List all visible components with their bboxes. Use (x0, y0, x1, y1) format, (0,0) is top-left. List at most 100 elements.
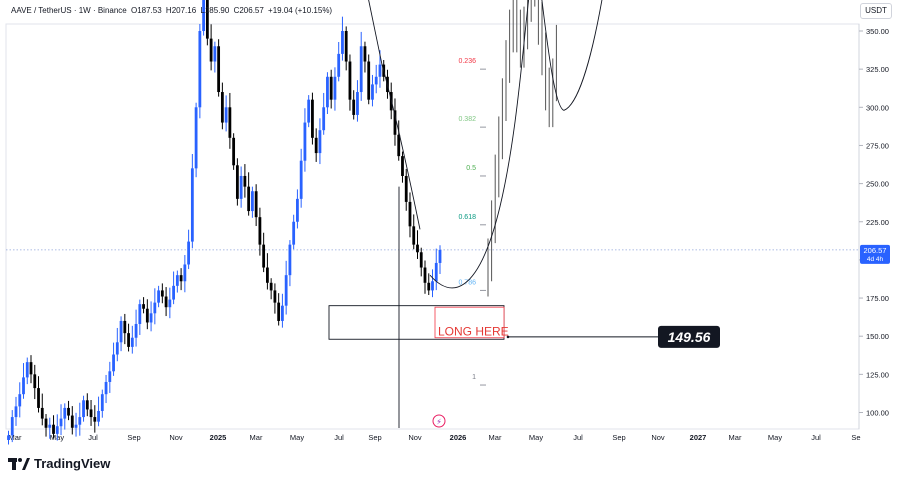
candle-body (183, 264, 187, 282)
candle-body (258, 217, 262, 245)
y-tick-label: 100.00 (866, 409, 889, 418)
candle-body (149, 313, 153, 323)
candle-body (97, 410, 100, 422)
candle-body (363, 46, 367, 62)
candle-body (311, 99, 314, 138)
candle-body (175, 275, 179, 286)
candle-body (55, 426, 59, 434)
x-tick-label: Mar (9, 433, 22, 442)
currency-button[interactable]: USDT (860, 3, 892, 19)
candle-body (374, 76, 378, 85)
candle-body (63, 407, 67, 419)
x-tick-label: May (768, 433, 782, 442)
bar-countdown: 4d 4h (867, 256, 884, 263)
candle-body (22, 377, 25, 395)
candle-body (431, 281, 434, 291)
x-tick-label: Nov (169, 433, 183, 442)
candle-body (209, 38, 213, 62)
candle-body (299, 160, 303, 199)
candle-body (356, 92, 359, 115)
candle-body (157, 290, 160, 303)
candle-body (412, 226, 416, 245)
x-tick-label: Nov (651, 433, 665, 442)
long-here-label: LONG HERE (438, 324, 509, 338)
fib-level-label: 0.236 (458, 58, 476, 65)
candle-body (438, 249, 442, 263)
candle-body (243, 175, 247, 187)
x-tick-label: May (290, 433, 304, 442)
candle-body (202, 0, 206, 31)
x-tick-label: Sep (127, 433, 140, 442)
candle-body (78, 417, 82, 425)
candle-body (67, 407, 70, 416)
candle-body (329, 76, 333, 100)
candle-body (307, 99, 311, 123)
x-tick-label: Jul (811, 433, 821, 442)
y-tick-label: 300.00 (866, 103, 889, 112)
x-tick-label: Sep (612, 433, 625, 442)
x-tick-label: Jul (334, 433, 344, 442)
symbol-label: AAVE / TetherUS · 1W · Binance (11, 6, 127, 15)
candle-body (288, 244, 292, 276)
candle-body (318, 130, 322, 154)
candle-body (416, 244, 419, 253)
candle-body (70, 415, 74, 428)
candle-body (138, 304, 142, 324)
candle-body (160, 290, 164, 297)
x-tick-label: Jul (88, 433, 98, 442)
candle-body (220, 92, 224, 123)
fib-level-label: 1 (472, 374, 476, 381)
y-tick-label: 225.00 (866, 218, 889, 227)
candle-body (115, 342, 119, 355)
y-tick-label: 325.00 (866, 65, 889, 74)
candle-body (408, 201, 412, 227)
candle-body (326, 76, 329, 108)
target-callout-box (658, 325, 720, 348)
candle-body (205, 0, 209, 39)
candle-body (172, 285, 175, 300)
tradingview-logo: TradingView (8, 456, 110, 471)
candle-body (292, 221, 296, 245)
y-tick-label: 350.00 (866, 27, 889, 36)
fib-level-label: 0.786 (458, 279, 476, 286)
x-tick-label: Mar (489, 433, 502, 442)
candle-body (269, 282, 273, 291)
x-tick-label: Mar (250, 433, 263, 442)
candle-body (262, 244, 266, 268)
candle-body (284, 275, 288, 306)
projection-curve (429, 0, 603, 289)
y-tick-label: 175.00 (866, 294, 889, 303)
candle-body (123, 320, 127, 334)
candle-body (37, 388, 40, 408)
candle-body (104, 381, 108, 395)
candle-body (213, 46, 217, 62)
y-tick-label: 250.00 (866, 180, 889, 189)
candle-body (48, 424, 52, 428)
candle-body (108, 371, 112, 382)
candle-body (296, 198, 299, 222)
candle-body (337, 53, 341, 77)
candle-body (371, 84, 374, 100)
candle-body (134, 323, 138, 338)
candle-body (25, 362, 29, 378)
candle-body (194, 107, 198, 169)
target-dot (506, 335, 510, 339)
candle-body (254, 191, 258, 218)
candle-body (40, 407, 44, 419)
target-callout-label: 149.56 (668, 329, 711, 345)
x-tick-label: Jul (573, 433, 583, 442)
trend-line (368, 0, 421, 230)
symbol-header: AAVE / TetherUS · 1W · Binance O187.53 H… (11, 6, 334, 15)
candle-body (44, 418, 48, 428)
candle-body (333, 76, 337, 100)
candle-body (401, 156, 404, 176)
candle-body (190, 168, 194, 242)
event-icon (432, 414, 446, 428)
candle-body (273, 290, 277, 303)
high-value: H207.16 (165, 6, 197, 15)
candle-body (247, 186, 251, 212)
x-tick-label: 2026 (450, 433, 467, 442)
candle-body (397, 134, 401, 157)
candle-body (93, 417, 97, 422)
